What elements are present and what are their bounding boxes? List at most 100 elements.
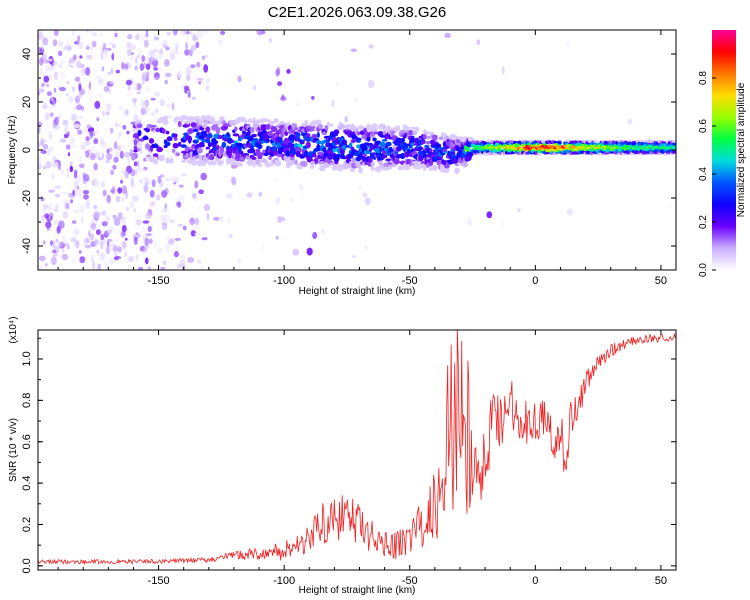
- noise-cell: [69, 136, 76, 145]
- noise-cell: [97, 252, 103, 257]
- signal-cell: [422, 134, 427, 139]
- noise-cell: [111, 52, 115, 61]
- noise-cell: [155, 76, 159, 80]
- noise-cell: [85, 200, 91, 209]
- signal-cell: [196, 147, 203, 154]
- noise-cell: [113, 156, 119, 163]
- noise-cell: [126, 92, 133, 97]
- noise-cell: [289, 197, 294, 202]
- noise-cell: [64, 128, 68, 134]
- signal-cell: [442, 148, 448, 153]
- spec-x-tick-label: -150: [148, 275, 170, 287]
- noise-cell: [64, 205, 71, 210]
- signal-cell: [216, 144, 220, 150]
- signal-cell: [327, 150, 334, 155]
- noise-cell: [71, 220, 77, 224]
- noise-cell: [116, 145, 122, 151]
- noise-cell: [61, 191, 69, 195]
- noise-cell: [171, 102, 175, 111]
- noise-cell: [196, 61, 201, 68]
- noise-cell: [93, 162, 98, 171]
- noise-cell: [47, 125, 52, 129]
- noise-cell: [46, 91, 52, 97]
- noise-cell: [135, 34, 140, 41]
- noise-cell: [85, 67, 91, 76]
- signal-cell: [298, 143, 303, 148]
- noise-cell: [45, 160, 52, 169]
- noise-cell: [42, 165, 47, 170]
- signal-cell: [297, 165, 303, 170]
- signal-cell: [639, 142, 644, 146]
- noise-cell: [59, 138, 67, 143]
- noise-cell: [120, 151, 124, 159]
- snr-x-axis: -150 -100 -50 0 50: [57, 330, 667, 587]
- noise-cell: [124, 151, 130, 158]
- noise-cell: [104, 51, 108, 59]
- signal-cell: [152, 153, 159, 158]
- noise-cell: [261, 242, 264, 250]
- noise-cell: [145, 212, 152, 220]
- noise-cell: [112, 43, 116, 49]
- noise-cell: [42, 103, 48, 110]
- noise-cell: [153, 67, 159, 71]
- noise-cell: [86, 45, 90, 51]
- noise-cell: [61, 235, 67, 244]
- colorbar-tick-label: 0.8: [698, 71, 709, 85]
- signal-cell: [329, 162, 336, 165]
- signal-cell: [381, 154, 388, 159]
- colorbar-tick-label: 0.6: [698, 119, 709, 133]
- noise-cell: [228, 234, 233, 239]
- noise-cell: [66, 80, 70, 85]
- noise-cell: [139, 167, 146, 173]
- noise-cell: [88, 148, 92, 156]
- spectrogram-x-axis: -150 -100 -50 0 50: [57, 30, 667, 287]
- noise-cell: [82, 242, 87, 247]
- spec-y-tick-label: -20: [21, 190, 33, 206]
- noise-cell: [86, 124, 92, 129]
- signal-cell: [175, 152, 181, 157]
- noise-cell: [93, 204, 98, 210]
- noise-cell: [143, 62, 147, 68]
- noise-cell: [106, 154, 112, 159]
- noise-cell: [164, 59, 170, 67]
- noise-cell: [95, 229, 101, 236]
- noise-cell: [153, 92, 160, 97]
- noise-cell: [292, 248, 300, 256]
- noise-cell: [117, 246, 122, 253]
- signal-cell: [172, 142, 179, 149]
- noise-cell: [74, 106, 78, 111]
- noise-cell: [277, 216, 282, 223]
- signal-cell: [162, 119, 169, 126]
- noise-cell: [68, 59, 72, 67]
- noise-cell: [56, 240, 63, 248]
- signal-cell: [432, 134, 438, 139]
- noise-cell: [275, 69, 280, 77]
- signal-cell: [232, 133, 240, 137]
- signal-cell: [301, 160, 308, 167]
- noise-cell: [170, 54, 176, 61]
- noise-cell: [95, 75, 102, 80]
- signal-cell: [324, 125, 329, 131]
- signal-cell: [309, 124, 316, 132]
- signal-cell: [244, 120, 248, 124]
- noise-cell: [193, 36, 199, 41]
- colorbar-tick-label: 0.4: [698, 167, 709, 181]
- signal-cell: [427, 131, 435, 135]
- snr-x-label: Height of straight line (km): [299, 585, 416, 596]
- noise-cell: [93, 238, 99, 247]
- noise-cell: [42, 139, 48, 143]
- signal-cell: [299, 139, 306, 143]
- noise-cell: [367, 79, 375, 88]
- noise-cell: [164, 79, 168, 85]
- signal-cell: [257, 144, 263, 150]
- noise-cell: [280, 96, 287, 102]
- noise-cell: [61, 248, 65, 254]
- signal-cell: [234, 126, 238, 132]
- noise-cell: [42, 204, 49, 210]
- noise-cell: [354, 97, 359, 104]
- signal-cell: [284, 131, 289, 136]
- signal-cell: [430, 153, 435, 158]
- signal-cell: [350, 146, 355, 151]
- signal-cell: [428, 148, 433, 153]
- noise-cell: [50, 65, 56, 72]
